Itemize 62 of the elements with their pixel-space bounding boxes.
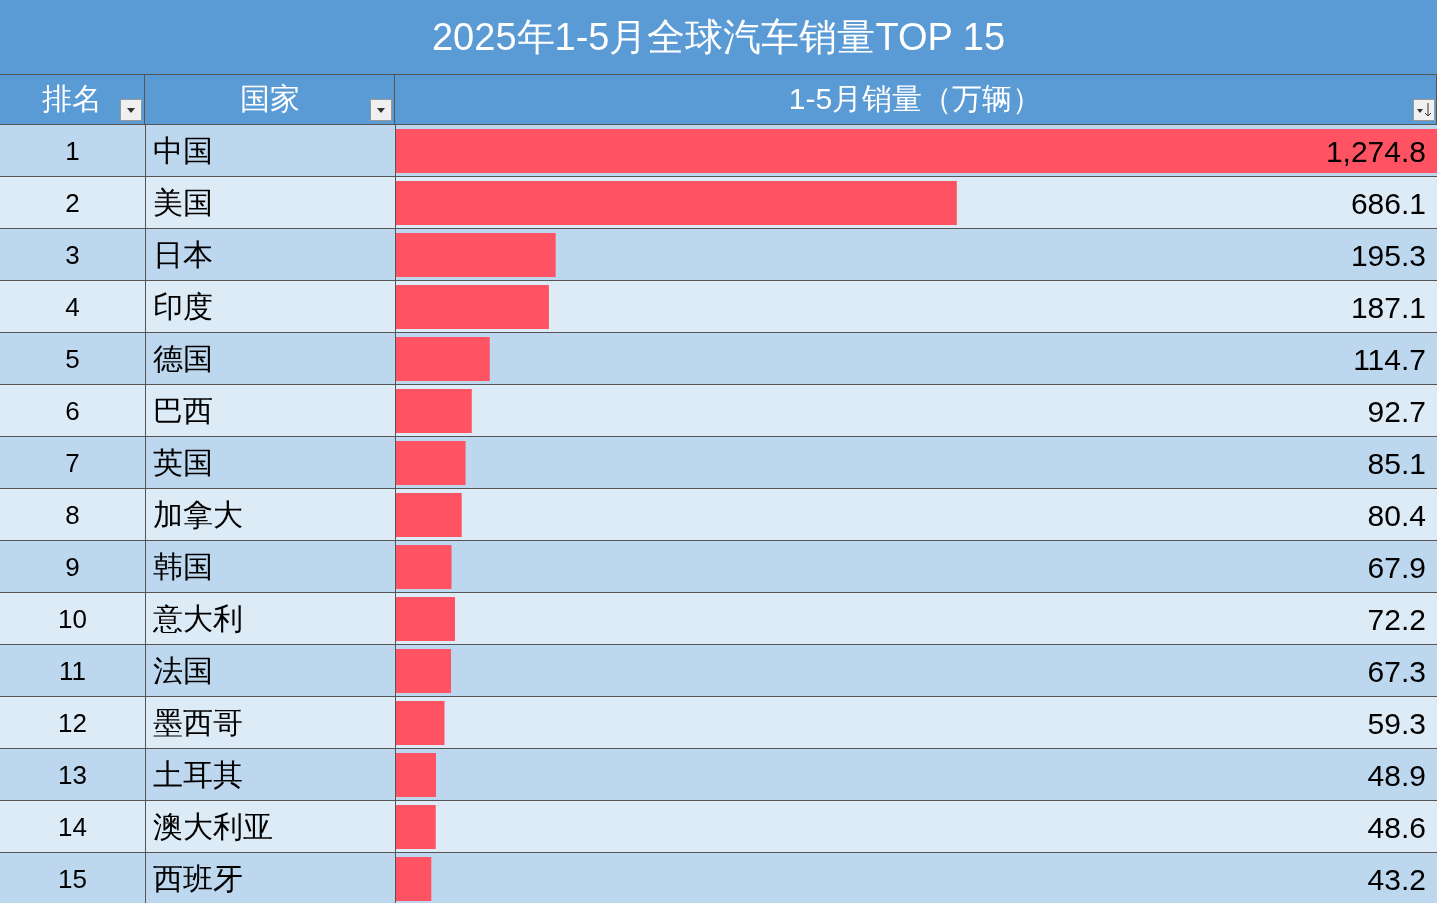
bar — [396, 545, 452, 589]
text: 14 — [57, 810, 88, 844]
data-label: 67.3 — [1367, 654, 1426, 688]
data-label: 85.1 — [1367, 446, 1426, 480]
y-tick-label: 日本 — [153, 236, 213, 273]
data-label: 67.9 — [1367, 550, 1426, 584]
y-tick-label: 英国 — [153, 444, 213, 481]
text: 8 — [64, 498, 81, 532]
text: 13 — [57, 758, 88, 792]
data-label: 187.1 — [1350, 290, 1426, 324]
y-tick-label: 澳大利亚 — [153, 808, 273, 845]
text: 7 — [64, 446, 81, 480]
data-label: 686.1 — [1350, 186, 1426, 220]
y-tick-label: 加拿大 — [153, 496, 243, 533]
y-tick-label: 法国 — [153, 652, 213, 689]
y-tick-label: 美国 — [153, 184, 213, 221]
bar — [396, 753, 436, 797]
text: 国家 — [145, 75, 395, 125]
text: 11 — [58, 654, 87, 688]
text: 1 — [64, 134, 81, 168]
data-label: 92.7 — [1367, 394, 1426, 428]
bar — [396, 805, 436, 849]
data-label: 59.3 — [1367, 706, 1426, 740]
bar — [396, 857, 432, 901]
y-tick-label: 西班牙 — [153, 860, 243, 897]
text: 3 — [64, 238, 81, 272]
bar — [396, 337, 490, 381]
data-label: 48.6 — [1367, 810, 1426, 844]
data-label: 114.7 — [1353, 342, 1426, 376]
data-label: 48.9 — [1367, 758, 1426, 792]
text: 6 — [64, 394, 81, 428]
text: 4 — [64, 290, 81, 324]
y-tick-label: 德国 — [153, 340, 213, 377]
y-tick-label: 印度 — [153, 288, 213, 325]
bar — [396, 233, 556, 277]
y-tick-label: 意大利 — [153, 600, 243, 637]
y-tick-label: 土耳其 — [153, 756, 243, 793]
bar — [396, 649, 452, 693]
y-tick-label: 韩国 — [153, 548, 213, 585]
bar — [396, 597, 456, 641]
data-label: 195.3 — [1350, 238, 1426, 272]
bar — [396, 389, 472, 433]
bar — [396, 701, 445, 745]
data-label: 43.2 — [1367, 862, 1426, 896]
data-label: 72.2 — [1367, 602, 1426, 636]
y-tick-label: 中国 — [153, 132, 213, 169]
data-label: 80.4 — [1367, 498, 1426, 532]
chart-title: 2025年1-5月全球汽车销量TOP 15 — [0, 0, 1437, 75]
text: 15 — [57, 862, 88, 896]
text: 10 — [57, 602, 88, 636]
text: 排名 — [0, 75, 145, 125]
bar — [396, 285, 549, 329]
data-label: 1,274.8 — [1325, 134, 1426, 168]
text: 5 — [64, 342, 81, 376]
bar — [396, 493, 462, 537]
bar — [396, 441, 466, 485]
y-tick-label: 墨西哥 — [153, 704, 243, 741]
text: 12 — [57, 706, 88, 740]
y-tick-label: 巴西 — [153, 392, 213, 429]
text: 1-5月销量（万辆） — [395, 75, 1437, 125]
text: 9 — [64, 550, 81, 584]
text: 2 — [64, 186, 81, 220]
